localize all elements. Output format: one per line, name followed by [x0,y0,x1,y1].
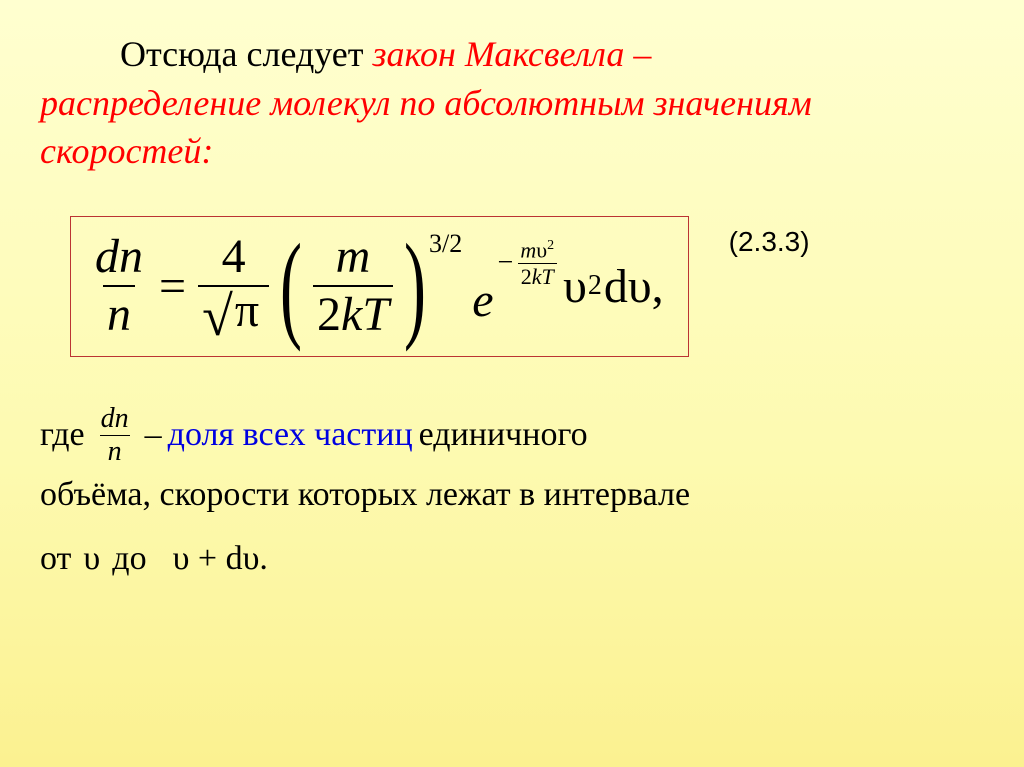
equals-sign: = [159,259,186,314]
equation-number: (2.3.3) [729,226,810,258]
left-paren: ( [280,235,302,337]
paren-content: m 2kT [311,233,395,339]
where-label: где [40,406,85,464]
explain-row-3: от υ до υ + dυ. [40,530,984,588]
inline-frac-num: dn [97,405,133,435]
inline-fraction: dn n [97,405,133,466]
intro-emph-2: распределение молекул по абсолютным знач… [40,83,812,172]
exp-fraction: mυ2 2kT [517,239,557,288]
intro-emph-1: закон Максвелла – [373,34,652,74]
exp-frac-num: mυ2 [517,239,557,263]
exp-minus: − [498,247,514,279]
lhs-fraction: dn n [91,233,147,339]
tail-upsilon2: υ [628,259,652,314]
intro-lead: Отсюда следует закон Максвелла – [120,34,651,74]
formula-row: dn n = 4 √ π ( m 2kT [40,216,984,357]
from-label: от [40,530,71,588]
intro-text: Отсюда следует закон Максвелла – распред… [40,30,984,176]
coeff-fraction: 4 √ π [198,233,269,340]
exponential: e − mυ2 2kT [472,245,557,328]
inline-frac-den: n [100,435,130,466]
radicand: π [229,285,265,335]
bracket-power: 3/2 [429,229,462,259]
rest-1: единичного [419,406,588,464]
explanation: где dn n – доля всех частиц единичного о… [40,405,984,588]
exp-frac-den: 2kT [518,263,557,288]
from-symbol: υ [83,530,100,588]
right-paren: ) [404,235,426,337]
bracket-den: 2kT [313,285,393,339]
explain-row-2: объёма, скорости которых лежат в интерва… [40,466,984,524]
dash: – [145,406,162,464]
exp-superscript: − mυ2 2kT [498,239,558,288]
lhs-den: n [103,285,135,339]
tail-upsilon: υ [563,259,587,314]
tail-comma: , [652,259,664,314]
tail-power: 2 [588,270,602,302]
lhs-num: dn [91,233,147,285]
tail-d: d [604,259,628,314]
formula-box: dn n = 4 √ π ( m 2kT [70,216,689,357]
explain-row-1: где dn n – доля всех частиц единичного [40,405,984,466]
coeff-num: 4 [218,233,250,285]
paren-group: ( m 2kT ) 3/2 [271,233,462,339]
exp-base: e [472,273,493,328]
to-expression: υ + dυ. [173,530,268,588]
intro-plain: Отсюда следует [120,34,373,74]
blue-term: доля всех частиц [168,406,413,464]
bracket-num: m [332,233,375,285]
to-label: до [112,530,146,588]
radical-sign: √ [202,295,233,340]
slide: Отсюда следует закон Максвелла – распред… [0,0,1024,767]
tail-term: υ2 dυ, [563,259,664,314]
sqrt: √ π [202,291,265,336]
bracket-fraction: m 2kT [313,233,393,339]
coeff-den: √ π [198,285,269,340]
